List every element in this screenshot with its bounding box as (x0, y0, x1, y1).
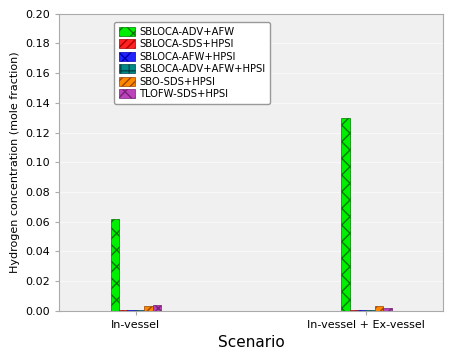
Bar (358, 310, 366, 311)
Y-axis label: Hydrogen concentration (mole fraction): Hydrogen concentration (mole fraction) (10, 51, 20, 273)
Bar (111, 219, 119, 311)
Bar (127, 310, 136, 311)
X-axis label: Scenario: Scenario (218, 335, 284, 350)
Bar (153, 305, 161, 311)
Bar (383, 308, 392, 311)
Bar (119, 310, 127, 311)
Bar (350, 310, 358, 311)
Legend: SBLOCA-ADV+AFW, SBLOCA-SDS+HPSI, SBLOCA-AFW+HPSI, SBLOCA-ADV+AFW+HPSI, SBO-SDS+H: SBLOCA-ADV+AFW, SBLOCA-SDS+HPSI, SBLOCA-… (114, 22, 270, 104)
Bar (145, 306, 153, 311)
Bar (375, 306, 383, 311)
Bar (341, 118, 350, 311)
